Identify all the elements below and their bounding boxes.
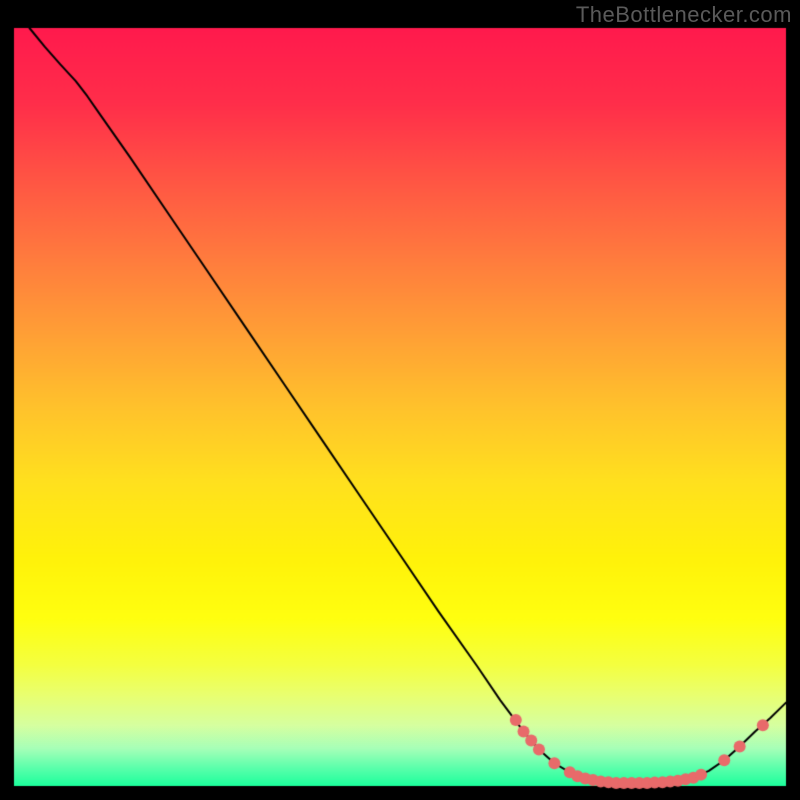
bottleneck-curve-chart [0, 0, 800, 800]
